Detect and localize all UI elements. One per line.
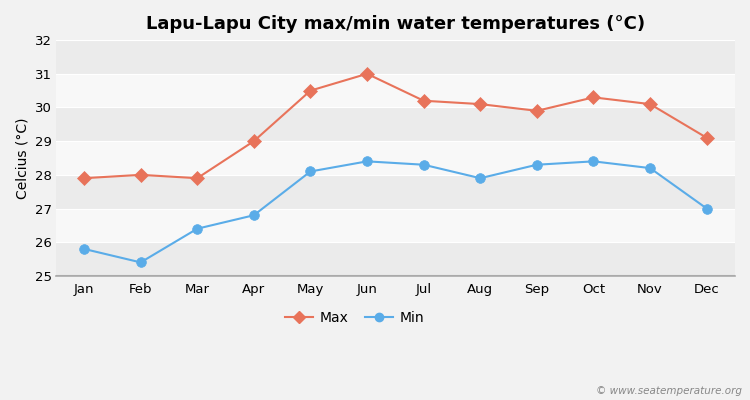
Min [80, 246, 88, 251]
Title: Lapu-Lapu City max/min water temperatures (°C): Lapu-Lapu City max/min water temperature… [146, 15, 645, 33]
Min [136, 260, 146, 265]
Min [306, 169, 315, 174]
Line: Min: Min [80, 156, 712, 267]
Legend: Max, Min: Max, Min [279, 305, 430, 330]
Max [589, 95, 598, 100]
Line: Max: Max [80, 69, 712, 183]
Max [249, 139, 258, 144]
Min [193, 226, 202, 231]
Max [646, 102, 655, 106]
Max [476, 102, 484, 106]
Bar [56, 141, 735, 175]
Y-axis label: Celcius (°C): Celcius (°C) [15, 117, 29, 199]
Min [702, 206, 711, 211]
Bar [56, 208, 735, 242]
Max [306, 88, 315, 93]
Bar [56, 108, 735, 141]
Min [419, 162, 428, 167]
Max [362, 71, 371, 76]
Max [80, 176, 88, 180]
Max [193, 176, 202, 180]
Max [702, 135, 711, 140]
Max [419, 98, 428, 103]
Min [362, 159, 371, 164]
Bar [56, 175, 735, 208]
Min [646, 166, 655, 170]
Max [136, 172, 146, 177]
Bar [56, 40, 735, 74]
Bar [56, 242, 735, 276]
Bar [56, 74, 735, 108]
Min [532, 162, 542, 167]
Max [532, 108, 542, 113]
Min [589, 159, 598, 164]
Text: © www.seatemperature.org: © www.seatemperature.org [596, 386, 742, 396]
Min [249, 213, 258, 218]
Min [476, 176, 484, 180]
